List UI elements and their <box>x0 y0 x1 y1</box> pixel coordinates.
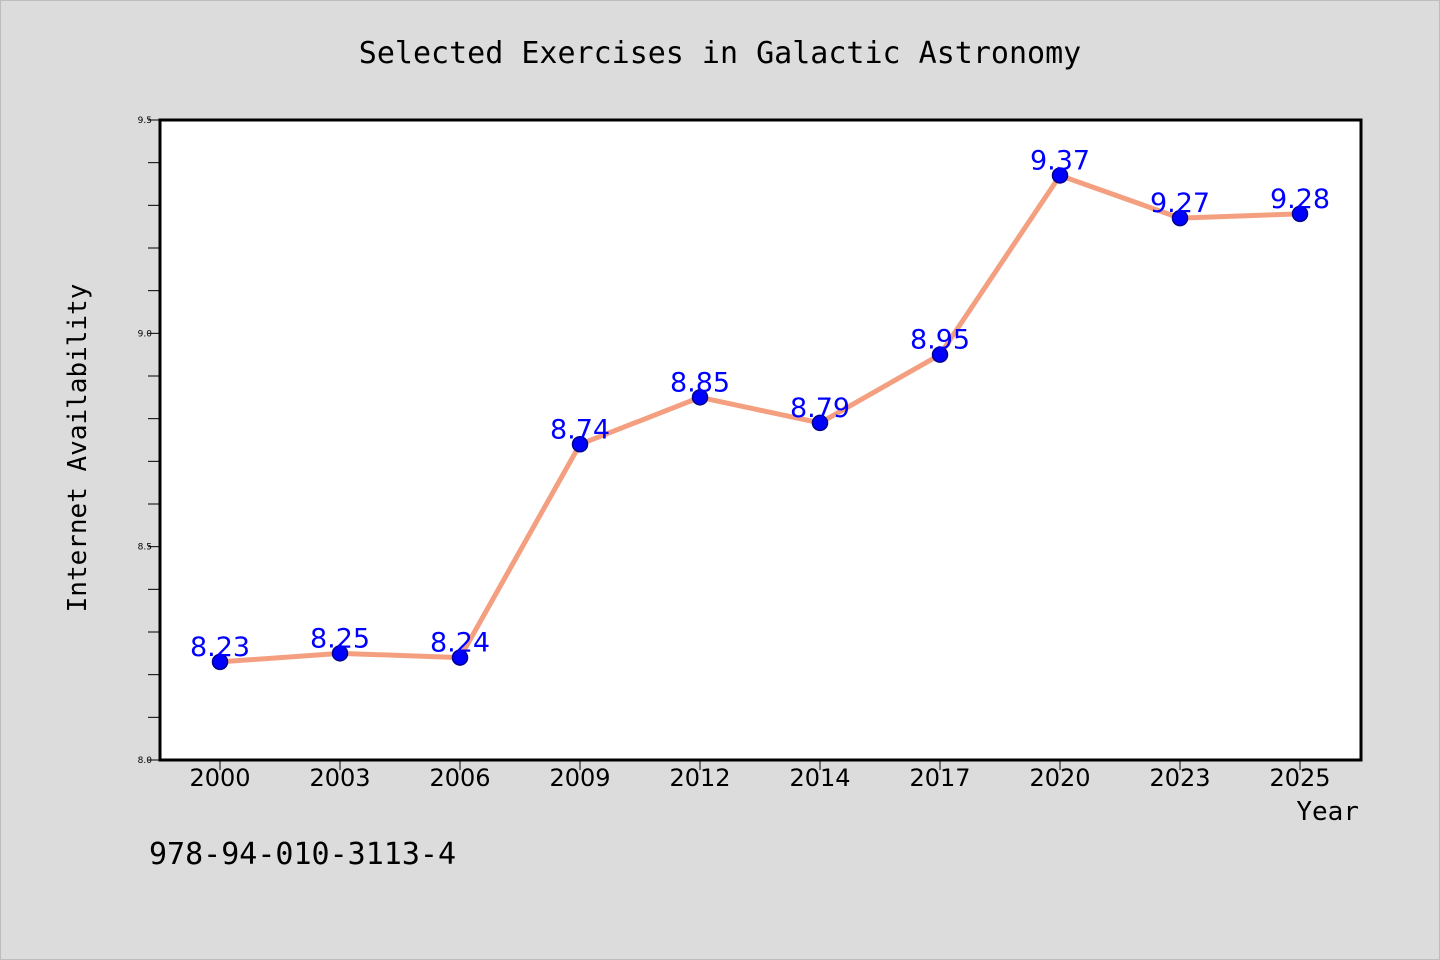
data-point <box>811 414 829 432</box>
data-point <box>211 653 229 671</box>
data-label: 8.79 <box>790 393 850 424</box>
x-axis-label: Year <box>1296 797 1359 827</box>
data-point <box>1051 167 1069 184</box>
data-label: 8.23 <box>190 632 250 663</box>
data-point <box>691 389 709 406</box>
x-tick-label: 2000 <box>189 764 250 792</box>
x-tick-label: 2017 <box>909 764 970 792</box>
y-axis-label: Internet Availability <box>63 284 93 613</box>
series-line <box>217 172 1303 665</box>
x-tick-label: 2012 <box>669 764 730 792</box>
x-axis: 2000 2003 2006 2009 2012 2014 2017 2020 2023 2025 <box>189 760 1331 792</box>
data-label: 8.74 <box>550 414 610 445</box>
data-label: 9.37 <box>1030 145 1090 176</box>
y-tick-label: 8.5 <box>138 543 152 553</box>
x-tick-label: 2014 <box>789 764 850 792</box>
data-labels: 8.23 8.25 8.24 8.74 8.85 8.79 8.95 9.37 9.27 9.28 <box>190 145 1330 662</box>
data-point <box>451 649 469 666</box>
data-label: 8.24 <box>430 628 490 659</box>
series-layer <box>211 167 1309 671</box>
data-point <box>1171 209 1189 227</box>
y-tick-label: 8.0 <box>138 756 153 766</box>
chart-title: Selected Exercises in Galactic Astronomy <box>359 36 1081 71</box>
data-point <box>931 346 949 363</box>
y-tick-label: 9.5 <box>138 116 152 126</box>
x-tick-label: 2025 <box>1269 764 1330 792</box>
data-point <box>331 645 349 662</box>
data-label: 9.27 <box>1150 188 1210 219</box>
data-point <box>1291 205 1309 223</box>
x-tick-label: 2020 <box>1029 764 1090 792</box>
data-point <box>571 436 589 453</box>
x-tick-label: 2006 <box>429 764 490 792</box>
data-label: 8.85 <box>670 367 730 398</box>
data-label: 9.28 <box>1270 184 1330 215</box>
y-axis: 8.0 8.5 9.0 9.5 <box>138 116 160 766</box>
x-tick-label: 2009 <box>549 764 610 792</box>
footer-code: 978-94-010-3113-4 <box>149 837 456 872</box>
y-tick-label: 9.0 <box>138 329 153 339</box>
x-tick-label: 2003 <box>309 764 370 792</box>
data-label: 8.25 <box>310 623 370 654</box>
x-tick-label: 2023 <box>1149 764 1210 792</box>
data-label: 8.95 <box>910 325 970 356</box>
